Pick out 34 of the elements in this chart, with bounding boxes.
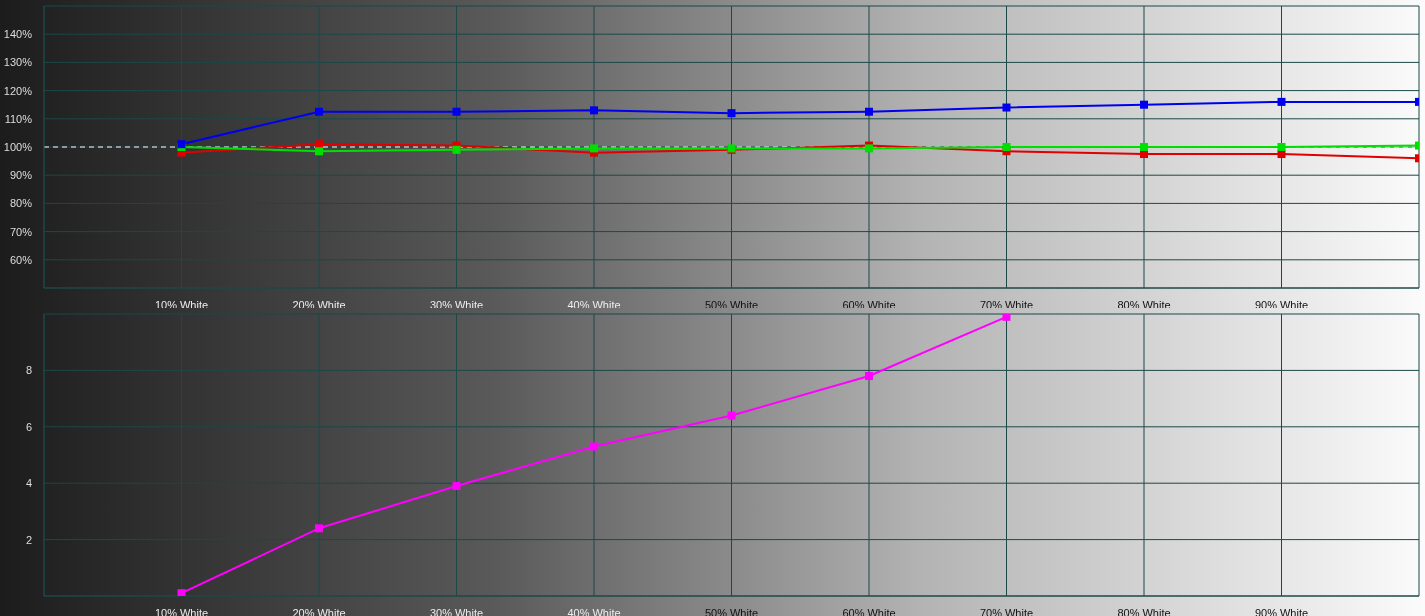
point: [315, 107, 323, 116]
point: [452, 145, 461, 154]
y-tick-label: 80%: [9, 197, 33, 210]
y-tick-label: 90%: [9, 169, 33, 182]
y-tick-label: 120%: [3, 84, 33, 97]
y-tick-label: 8: [25, 364, 32, 377]
y-tick-label: 130%: [3, 56, 33, 69]
point: [727, 411, 736, 420]
y-tick-label: 4: [25, 477, 32, 490]
y-tick-label: 140%: [3, 28, 33, 41]
y-tick-label: 100%: [3, 141, 33, 153]
y-tick-label: 60%: [9, 253, 33, 266]
point: [1002, 103, 1011, 112]
y-tick-label: 2: [25, 533, 32, 546]
point: [590, 144, 598, 153]
point: [1277, 97, 1286, 106]
point: [177, 589, 186, 596]
point: [452, 107, 461, 116]
point: [1002, 143, 1011, 151]
point: [452, 482, 461, 491]
point: [865, 372, 873, 381]
point: [727, 109, 736, 118]
point: [315, 147, 323, 156]
point: [1002, 314, 1011, 321]
y-tick-label: 110%: [4, 112, 33, 125]
point: [315, 524, 323, 533]
y-tick-label: 70%: [9, 225, 33, 238]
point: [865, 107, 873, 116]
point: [590, 442, 598, 451]
point: [590, 106, 598, 115]
y-tick-label: 6: [25, 420, 32, 433]
point: [1140, 100, 1148, 109]
point: [1277, 143, 1286, 151]
point: [1140, 143, 1148, 151]
